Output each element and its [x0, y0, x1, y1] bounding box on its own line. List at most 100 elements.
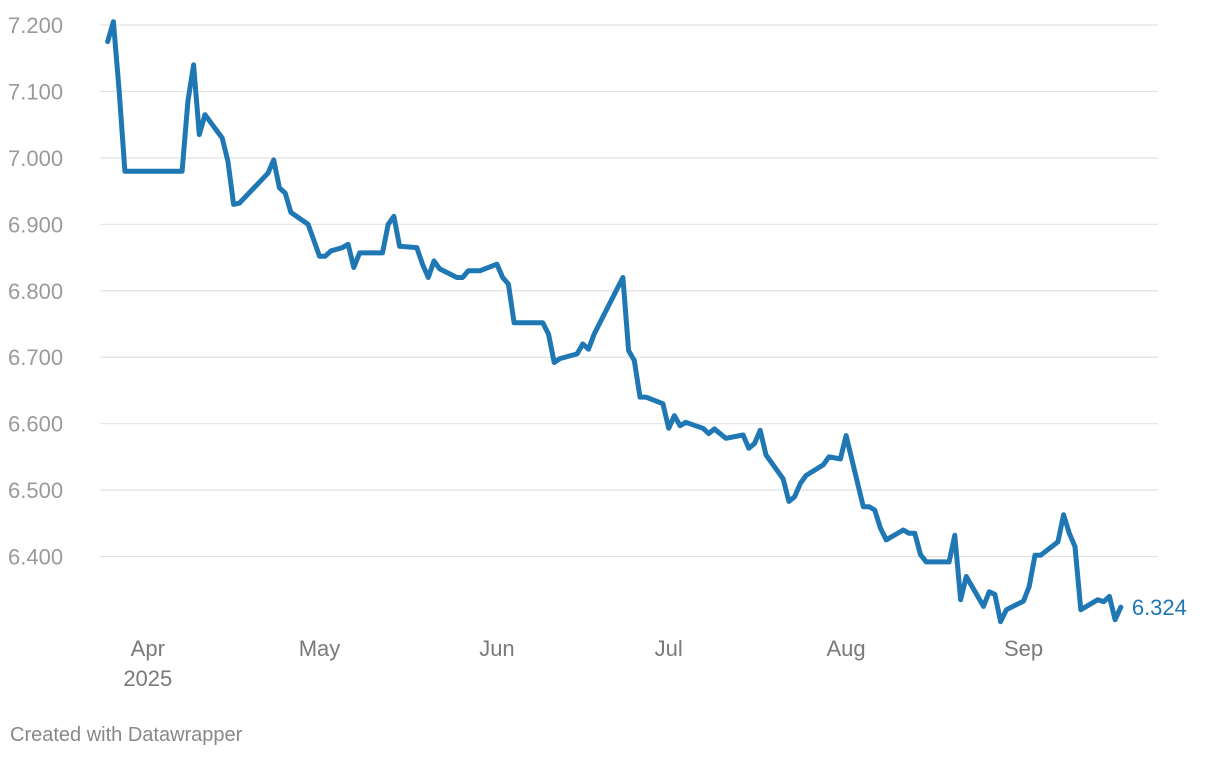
data-point: [637, 394, 643, 400]
data-point: [105, 39, 110, 44]
series-group: 6.324: [105, 19, 1187, 625]
data-point: [1101, 599, 1106, 604]
data-point: [632, 358, 637, 363]
data-point: [981, 604, 986, 609]
data-point: [660, 401, 666, 406]
data-point: [506, 281, 511, 287]
data-point: [758, 428, 763, 433]
data-point: [357, 250, 362, 256]
data-point: [906, 531, 912, 536]
y-tick-label: 6.600: [8, 412, 63, 437]
data-point: [878, 525, 883, 531]
data-point: [460, 275, 465, 280]
data-point: [924, 559, 929, 565]
data-point: [700, 426, 706, 431]
data-point: [340, 245, 345, 250]
y-tick-label: 6.400: [8, 545, 63, 570]
data-point: [231, 202, 236, 207]
data-point: [626, 348, 631, 353]
data-point: [386, 222, 391, 227]
data-point: [1004, 607, 1009, 612]
data-point: [328, 248, 334, 254]
y-tick-label: 6.700: [8, 345, 63, 370]
data-point: [345, 242, 351, 247]
data-point: [511, 320, 517, 325]
x-axis-ticks: Apr 2025 May Jun Jul Aug Sep: [123, 636, 1043, 691]
y-tick-label: 6.800: [8, 279, 63, 304]
data-point: [746, 446, 751, 451]
data-point: [454, 275, 460, 280]
data-point: [466, 268, 471, 273]
data-point: [740, 432, 746, 438]
data-point: [500, 275, 505, 280]
data-point: [1032, 553, 1038, 558]
data-point: [872, 507, 877, 513]
data-point: [426, 275, 431, 280]
data-point: [998, 619, 1003, 624]
x-tick-label: Apr: [131, 636, 165, 661]
y-tick-label: 6.500: [8, 478, 63, 503]
data-point: [866, 504, 872, 509]
data-point: [1021, 598, 1026, 604]
data-point: [958, 597, 963, 602]
data-point: [952, 533, 957, 538]
data-point: [666, 426, 671, 431]
series-line: [105, 19, 1124, 625]
data-point: [884, 537, 889, 543]
data-point: [1027, 584, 1032, 589]
data-point: [672, 413, 677, 418]
data-point: [271, 157, 276, 163]
data-point: [643, 394, 648, 400]
data-point: [197, 132, 202, 137]
data-point: [1078, 607, 1084, 612]
data-point: [1107, 594, 1112, 599]
data-point: [838, 456, 843, 462]
data-point: [111, 19, 116, 24]
data-point: [437, 266, 442, 272]
data-point: [901, 527, 906, 533]
data-point: [786, 499, 792, 504]
data-point: [122, 169, 128, 174]
data-point: [987, 589, 992, 594]
data-point: [317, 254, 322, 259]
data-point: [1118, 604, 1124, 610]
data-point: [477, 268, 482, 273]
data-point: [683, 420, 688, 425]
data-point: [191, 62, 196, 68]
data-point: [826, 454, 832, 460]
y-axis-ticks: 7.200 7.100 7.000 6.900 6.800 6.700 6.600 6.500…: [8, 13, 63, 570]
data-point: [706, 431, 711, 436]
y-tick-label: 7.200: [8, 13, 63, 38]
data-point: [225, 159, 231, 164]
data-point: [780, 476, 786, 481]
data-point: [552, 360, 557, 365]
data-point: [202, 112, 208, 117]
data-point: [792, 494, 797, 499]
y-tick-label: 6.900: [8, 212, 63, 237]
data-point: [557, 356, 563, 361]
data-point: [586, 347, 591, 352]
x-tick-label: Sep: [1004, 636, 1043, 661]
data-point: [1067, 531, 1072, 536]
y-tick-label: 7.000: [8, 146, 63, 171]
data-point: [351, 265, 356, 270]
data-point: [288, 210, 294, 215]
data-point: [277, 185, 282, 190]
data-point: [391, 214, 397, 219]
data-point: [992, 592, 998, 597]
data-point: [946, 559, 952, 565]
x-tick-label: May: [299, 636, 341, 661]
data-point: [723, 436, 729, 441]
data-point: [763, 452, 769, 458]
data-point: [414, 245, 419, 250]
gridlines: [100, 24, 1158, 558]
data-point: [677, 423, 683, 428]
data-point: [861, 504, 866, 509]
data-point: [843, 433, 849, 438]
footer-credit: Created with Datawrapper: [10, 724, 243, 746]
data-point: [752, 441, 757, 446]
data-point: [220, 135, 225, 141]
data-point: [592, 331, 597, 337]
x-tick-label: Jul: [655, 636, 683, 661]
